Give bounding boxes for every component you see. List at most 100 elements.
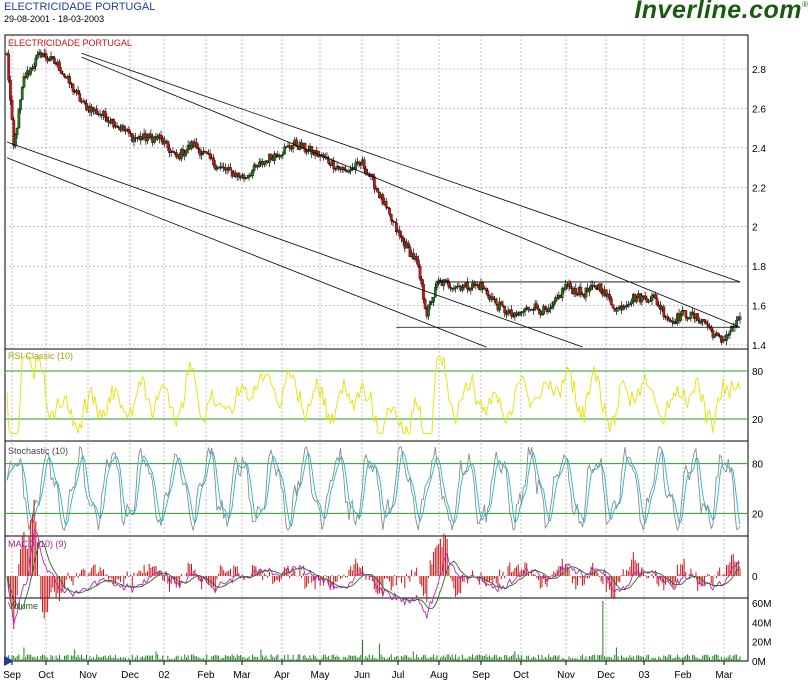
price-tick-label: 2 <box>752 223 758 234</box>
candle-body <box>391 220 395 222</box>
candle-body <box>229 167 232 171</box>
candle-body <box>461 287 464 291</box>
candle-body <box>672 320 676 324</box>
candle-body <box>626 304 630 307</box>
candle-body <box>494 298 498 305</box>
candle-body <box>711 330 715 338</box>
volume-panel <box>6 601 741 661</box>
candle-body <box>725 334 728 341</box>
candle-body <box>349 169 352 171</box>
candle-body <box>252 164 256 171</box>
candle-body <box>105 116 109 123</box>
price-panel-title: ELECTRICIDADE PORTUGAL <box>8 38 132 48</box>
candle-body <box>200 153 204 156</box>
candle-body <box>10 100 14 120</box>
candle-body <box>318 155 322 158</box>
candle-body <box>386 207 390 209</box>
candle-body <box>166 140 170 149</box>
candle-body <box>486 290 490 296</box>
candle-body <box>449 286 452 289</box>
candle-body <box>684 310 688 318</box>
candle-body <box>388 208 391 215</box>
candle-body <box>344 169 347 171</box>
price-tick-label: 2.2 <box>752 183 766 194</box>
candle-body <box>418 266 422 280</box>
candle-body <box>144 133 148 142</box>
candle-body <box>560 288 564 298</box>
candle-body <box>721 339 725 343</box>
volume-tick-label: 20M <box>752 638 771 649</box>
candle-body <box>469 288 473 291</box>
candle-body <box>291 144 295 149</box>
candle-body <box>122 125 126 131</box>
x-tick-label: Sep <box>3 670 21 681</box>
candle-body <box>262 161 266 165</box>
candle-body <box>95 108 99 115</box>
candle-body <box>730 326 733 332</box>
volume-tick-label: 60M <box>752 599 771 610</box>
candle-body <box>523 308 527 312</box>
candle-body <box>433 287 437 298</box>
candle-body <box>491 296 495 300</box>
candle-body <box>251 170 254 177</box>
rsi-line <box>6 354 741 434</box>
candle-body <box>159 134 163 139</box>
candle-body <box>687 317 691 320</box>
candle-body <box>242 174 246 180</box>
osc-tick-label: 20 <box>752 509 764 520</box>
x-tick-label: May <box>311 670 330 681</box>
candle-body <box>9 80 12 101</box>
candle-body <box>674 322 678 325</box>
trend-line <box>6 157 487 348</box>
candle-body <box>564 284 567 291</box>
candle-body <box>32 66 36 69</box>
candle-body <box>609 298 613 305</box>
candle-body <box>401 237 405 242</box>
candle-body <box>442 279 446 286</box>
candle-body <box>667 318 671 321</box>
x-tick-label: Nov <box>557 670 575 681</box>
candle-body <box>616 307 620 309</box>
candle-body <box>281 153 285 156</box>
candle-body <box>19 99 22 110</box>
macd-panel <box>6 499 741 630</box>
candle-body <box>615 308 618 312</box>
vol-frame <box>4 597 749 662</box>
candle-body <box>640 295 644 303</box>
candle-body <box>208 153 212 159</box>
candle-body <box>716 332 720 336</box>
candle-body <box>518 311 522 316</box>
candle-body <box>549 307 552 309</box>
stochastic-title: Stochastic (10) <box>8 446 68 456</box>
candle-body <box>611 304 615 309</box>
candle-body <box>643 295 647 299</box>
candle-body <box>63 74 66 77</box>
x-tick-label: Sep <box>472 670 490 681</box>
candle-body <box>543 306 547 310</box>
candle-body <box>589 284 593 290</box>
price-tick-label: 1.8 <box>752 262 766 273</box>
trend-line <box>81 52 741 283</box>
candle-body <box>44 53 48 59</box>
candle-body <box>205 151 209 154</box>
x-tick-label: Mar <box>715 670 733 681</box>
osc-tick-label: 80 <box>752 367 764 378</box>
price-tick-label: 2.6 <box>752 104 766 115</box>
stochastic-panel <box>5 446 748 532</box>
candle-body <box>542 306 545 315</box>
candle-body <box>354 162 358 170</box>
date-range: 29-08-2001 - 18-03-2003 <box>4 14 105 24</box>
candle-body <box>257 162 261 167</box>
price-tick-label: 1.4 <box>752 341 766 352</box>
gridlines <box>5 35 748 661</box>
candle-body <box>393 221 397 223</box>
candle-body <box>408 246 412 257</box>
candle-body <box>665 316 669 319</box>
candle-body <box>195 142 198 149</box>
candle-body <box>198 149 202 156</box>
candle-body <box>185 149 188 154</box>
candle-body <box>655 298 659 306</box>
x-tick-label: Oct <box>513 670 529 681</box>
candle-body <box>246 177 249 179</box>
